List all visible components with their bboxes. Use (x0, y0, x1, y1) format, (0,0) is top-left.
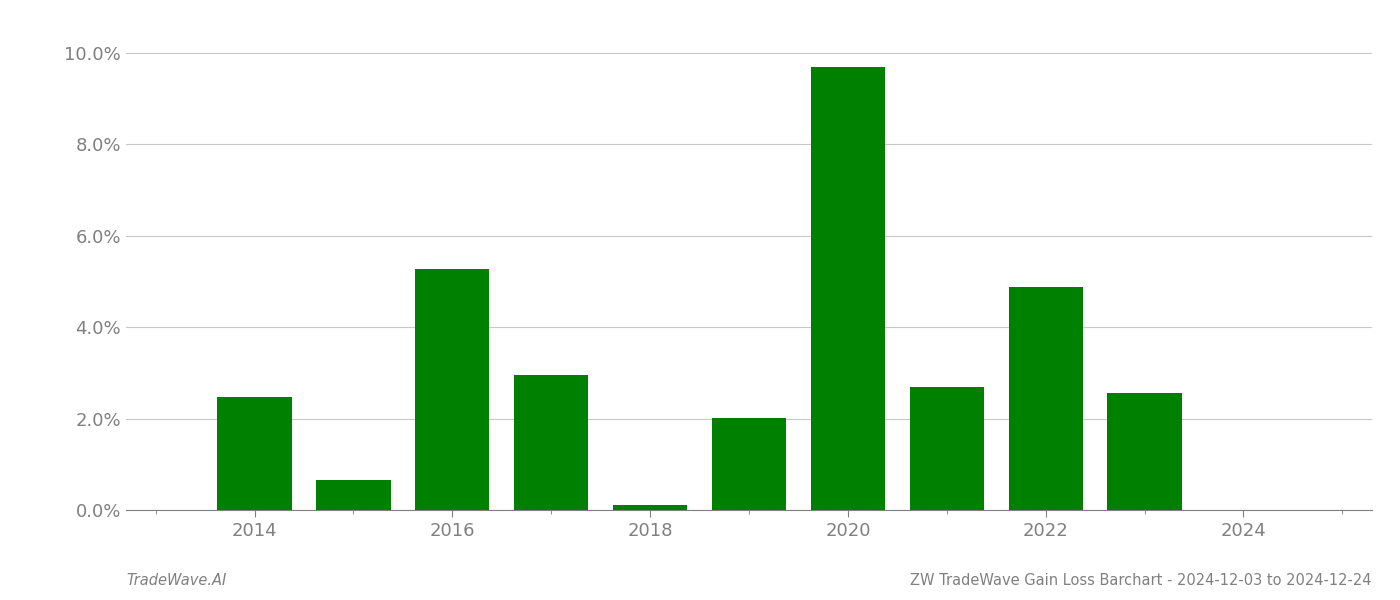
Bar (1107, 392, 1182, 510)
Bar (713, 418, 785, 510)
Bar (416, 269, 490, 510)
Bar (910, 388, 984, 510)
Bar (217, 397, 291, 510)
Text: ZW TradeWave Gain Loss Barchart - 2024-12-03 to 2024-12-24: ZW TradeWave Gain Loss Barchart - 2024-1… (910, 573, 1372, 588)
Bar (1008, 287, 1082, 510)
Bar (613, 505, 687, 510)
Bar (811, 67, 885, 510)
Bar (514, 375, 588, 510)
Bar (316, 480, 391, 510)
Text: TradeWave.AI: TradeWave.AI (126, 573, 227, 588)
